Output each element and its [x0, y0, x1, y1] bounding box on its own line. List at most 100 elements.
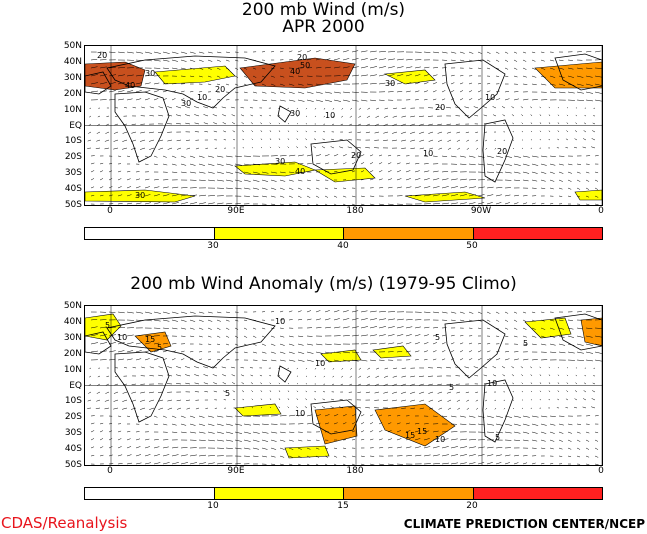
wind-vector	[270, 91, 276, 94]
wind-vector	[464, 366, 470, 369]
wind-vector	[342, 50, 349, 53]
wind-vector	[495, 462, 502, 465]
wind-vector	[405, 195, 412, 197]
wind-vector	[468, 51, 474, 54]
wind-vector	[333, 414, 339, 417]
wind-vector	[269, 130, 272, 133]
wind-vector	[171, 462, 179, 465]
wind-vector	[423, 170, 430, 173]
wind-vector	[429, 147, 434, 150]
wind-vector	[486, 327, 491, 330]
wind-vector	[432, 203, 440, 205]
wind-vector	[288, 203, 293, 205]
wind-vector	[392, 123, 398, 126]
wind-vector	[153, 423, 158, 426]
wind-vector	[204, 131, 209, 133]
wind-vector	[503, 407, 506, 410]
wind-vector	[539, 106, 542, 109]
wind-vector	[176, 399, 182, 402]
wind-vector	[410, 375, 416, 378]
wind-vector	[468, 423, 476, 426]
wind-vector	[231, 114, 236, 117]
wind-vector	[315, 455, 320, 458]
wind-vector	[468, 350, 473, 353]
wind-vector	[369, 66, 378, 69]
wind-vector	[306, 154, 313, 157]
wind-vector	[423, 350, 428, 353]
wind-vector	[313, 138, 317, 141]
wind-vector	[270, 447, 277, 450]
wind-vector	[392, 131, 398, 134]
wind-vector	[495, 311, 500, 314]
wind-vector	[414, 359, 419, 361]
wind-vector	[396, 326, 404, 329]
wind-vector	[366, 383, 371, 386]
wind-vector	[90, 170, 95, 173]
wind-vector	[432, 438, 440, 441]
wind-vector	[149, 147, 155, 150]
wind-vector	[432, 430, 439, 433]
wind-vector	[194, 374, 200, 377]
wind-vector	[378, 154, 383, 157]
wind-vector	[135, 334, 143, 337]
wind-vector	[477, 82, 482, 85]
wind-vector	[428, 391, 434, 394]
wind-vector	[513, 179, 521, 181]
wind-vector	[468, 186, 477, 189]
wind-vector	[306, 99, 314, 102]
shaded-wind-region	[313, 167, 376, 183]
wind-vector	[108, 178, 113, 181]
wind-vector	[332, 115, 335, 118]
wind-vector	[486, 415, 494, 418]
wind-vector	[459, 454, 467, 457]
wind-vector	[446, 131, 452, 134]
wind-vector	[522, 163, 530, 166]
wind-vector	[135, 51, 144, 54]
wind-vector	[198, 98, 203, 101]
wind-vector	[250, 374, 254, 377]
wind-vector	[387, 438, 393, 441]
wind-vector	[233, 138, 236, 141]
wind-vector	[369, 170, 374, 173]
wind-vector	[225, 423, 233, 426]
wind-vector	[466, 399, 470, 402]
wind-vector	[144, 75, 152, 77]
wind-vector	[332, 367, 335, 370]
wind-vector	[459, 342, 464, 345]
wind-vector	[207, 179, 215, 182]
wind-vector	[360, 162, 365, 165]
wind-vector	[122, 131, 128, 134]
wind-vector	[594, 455, 599, 458]
wind-vector	[558, 327, 565, 330]
wind-vector	[531, 423, 539, 426]
wind-vector	[203, 122, 209, 125]
latitude-label: 30S	[64, 428, 82, 439]
wind-vector	[423, 90, 428, 93]
wind-vector	[261, 67, 266, 70]
wind-vector	[131, 123, 137, 125]
wind-vector	[130, 147, 137, 150]
wind-vector	[96, 399, 101, 402]
wind-vector	[279, 203, 284, 205]
wind-vector	[287, 138, 290, 141]
wind-vector	[341, 115, 344, 118]
wind-vector	[459, 82, 464, 85]
wind-vector	[90, 319, 98, 321]
wind-vector	[243, 83, 248, 86]
wind-vector	[531, 343, 537, 346]
wind-vector	[486, 350, 491, 353]
wind-vector	[531, 83, 537, 86]
wind-vector	[567, 59, 573, 61]
wind-vector	[234, 155, 242, 158]
wind-vector	[360, 66, 369, 69]
wind-vector	[495, 447, 503, 449]
wind-vector	[279, 310, 284, 313]
wind-vector	[495, 194, 502, 197]
wind-vector	[153, 98, 159, 101]
wind-vector	[189, 163, 196, 166]
wind-vector	[108, 326, 116, 329]
wind-vector	[383, 131, 389, 134]
wind-vector	[342, 75, 350, 77]
wind-vector	[279, 171, 286, 174]
wind-vector	[405, 162, 410, 165]
